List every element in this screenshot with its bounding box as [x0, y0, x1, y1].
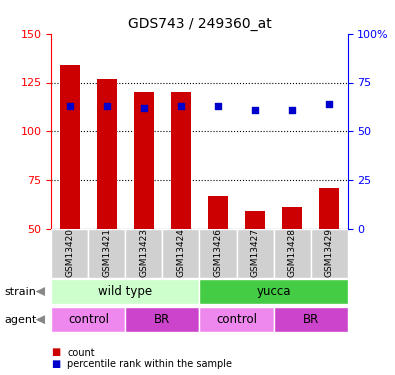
Text: GSM13427: GSM13427: [250, 228, 260, 277]
Text: yucca: yucca: [256, 285, 291, 297]
Point: [252, 107, 258, 113]
Bar: [199, 229, 237, 278]
Polygon shape: [36, 287, 45, 296]
Bar: [319, 188, 339, 229]
Title: GDS743 / 249360_at: GDS743 / 249360_at: [128, 17, 271, 32]
Text: control: control: [68, 313, 109, 326]
Bar: [51, 279, 199, 304]
Bar: [199, 307, 274, 332]
Text: BR: BR: [154, 313, 171, 326]
Bar: [245, 211, 265, 229]
Text: strain: strain: [4, 286, 36, 297]
Text: count: count: [67, 348, 95, 357]
Bar: [208, 196, 228, 229]
Bar: [60, 65, 80, 229]
Text: ■: ■: [51, 348, 60, 357]
Text: GSM13426: GSM13426: [213, 228, 222, 277]
Point: [104, 103, 110, 109]
Bar: [282, 207, 302, 229]
Text: GSM13423: GSM13423: [139, 228, 149, 277]
Bar: [88, 229, 126, 278]
Bar: [134, 92, 154, 229]
Text: ■: ■: [51, 359, 60, 369]
Bar: [97, 79, 117, 229]
Bar: [51, 229, 88, 278]
Text: GSM13421: GSM13421: [102, 228, 111, 277]
Bar: [237, 229, 274, 278]
Text: BR: BR: [303, 313, 319, 326]
Bar: [310, 229, 348, 278]
Text: GSM13428: GSM13428: [288, 228, 297, 277]
Bar: [199, 279, 348, 304]
Point: [141, 105, 147, 111]
Bar: [51, 307, 126, 332]
Bar: [162, 229, 199, 278]
Text: percentile rank within the sample: percentile rank within the sample: [67, 359, 232, 369]
Text: GSM13424: GSM13424: [177, 228, 186, 277]
Bar: [274, 307, 348, 332]
Point: [67, 103, 73, 109]
Point: [289, 107, 295, 113]
Text: wild type: wild type: [98, 285, 152, 297]
Text: GSM13420: GSM13420: [65, 228, 74, 277]
Point: [178, 103, 184, 109]
Bar: [126, 229, 162, 278]
Polygon shape: [36, 315, 45, 324]
Text: GSM13429: GSM13429: [325, 228, 334, 277]
Bar: [126, 307, 199, 332]
Point: [326, 101, 332, 107]
Bar: [171, 92, 191, 229]
Text: agent: agent: [4, 315, 36, 325]
Point: [215, 103, 221, 109]
Text: control: control: [216, 313, 257, 326]
Bar: [274, 229, 310, 278]
